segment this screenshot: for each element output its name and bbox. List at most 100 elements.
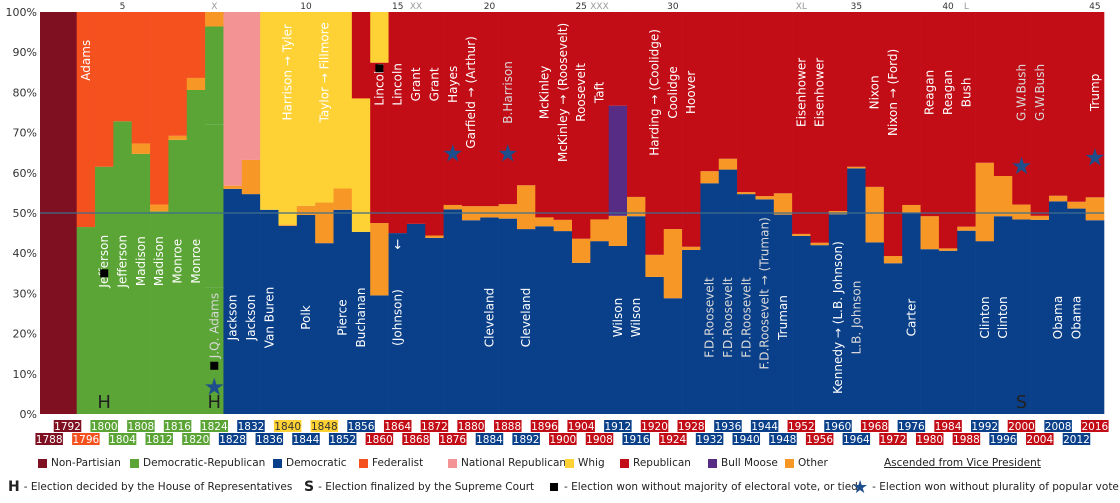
bar-segment xyxy=(572,12,591,239)
legend-swatch xyxy=(273,458,282,468)
top-index-label: 40 xyxy=(942,2,954,12)
bar-segment xyxy=(95,166,114,414)
year-box xyxy=(494,420,522,432)
year-box xyxy=(512,433,540,445)
bar-segment xyxy=(663,12,683,230)
president-label: Lincoln xyxy=(391,63,405,106)
year-box xyxy=(347,420,375,432)
bar-segment xyxy=(168,139,188,414)
president-label: J.Q. Adams xyxy=(207,293,221,359)
bar-segment xyxy=(773,214,793,414)
president-label: Obama xyxy=(1051,296,1065,339)
bar-segment xyxy=(718,12,738,159)
president-label: Washington xyxy=(0,0,35,3)
year-label: 1952 xyxy=(788,421,815,433)
top-index-label: L xyxy=(964,2,969,12)
year-box xyxy=(842,433,871,445)
year-label: 1808 xyxy=(128,421,155,433)
bar-segment xyxy=(150,204,169,212)
bar-segment xyxy=(938,12,958,249)
bar-segment xyxy=(847,166,866,169)
star-icon: ★ xyxy=(1084,144,1106,172)
bar-segment xyxy=(663,298,683,414)
year-label: 1964 xyxy=(843,434,870,446)
year-box xyxy=(805,433,834,445)
year-box xyxy=(35,433,63,445)
bar-segment xyxy=(847,12,866,167)
bar-segment xyxy=(333,188,353,210)
bar-segment xyxy=(957,12,976,227)
year-box xyxy=(237,420,265,432)
president-label: Truman xyxy=(776,295,790,341)
bar-segment xyxy=(333,12,353,189)
bar-segment xyxy=(535,12,554,218)
bars xyxy=(40,12,1105,415)
president-label: Trump xyxy=(1088,74,1102,112)
legend-swatch xyxy=(38,458,47,468)
bar-segment xyxy=(150,211,169,414)
bar-segment xyxy=(498,12,518,205)
ascended-note: Ascended from Vice President xyxy=(884,457,1041,469)
legend-item-f: Federalist xyxy=(359,455,423,471)
year-label: 2012 xyxy=(1063,434,1090,446)
year-label: 1984 xyxy=(935,421,962,433)
bar-segment xyxy=(773,193,793,215)
president-label: G.W.Bush xyxy=(1014,64,1028,121)
top-index-labels: 5 X 10 15 XX 20 25 XXX 30 XL 35 40 L 45 xyxy=(120,2,1101,12)
year-box xyxy=(365,433,394,445)
bar-segment xyxy=(241,194,261,414)
president-label: Wilson xyxy=(629,298,643,337)
bar-segment xyxy=(1067,208,1086,414)
year-box xyxy=(292,433,320,445)
year-box xyxy=(182,433,210,445)
bar-segment xyxy=(938,250,958,414)
year-label: 1844 xyxy=(293,434,320,446)
year-box xyxy=(1062,433,1091,445)
y-tick-label: 50% xyxy=(13,207,37,220)
bar-segment xyxy=(480,12,499,207)
bar-segment xyxy=(920,216,940,250)
y-tick-label: 60% xyxy=(13,167,37,180)
bar-segment xyxy=(205,26,224,72)
top-index-label: XXX xyxy=(590,2,609,12)
year-label: 1876 xyxy=(439,434,466,446)
president-label: Madison xyxy=(152,236,166,286)
year-label: 1820 xyxy=(183,434,210,446)
year-label: 1900 xyxy=(549,434,576,446)
year-label: 1884 xyxy=(476,434,503,446)
legend-label: Whig xyxy=(578,457,605,469)
bar-segment xyxy=(370,12,389,63)
bar-segment xyxy=(223,12,243,186)
president-label: Buchanan xyxy=(354,288,368,348)
supreme-legend: S - Election finalized by the Supreme Co… xyxy=(304,479,534,495)
bar-segment xyxy=(425,237,444,414)
year-label: 1804 xyxy=(109,434,136,446)
supreme-symbol: S xyxy=(304,479,315,495)
year-box xyxy=(677,420,705,432)
president-label: Eisenhower xyxy=(813,58,827,127)
bar-segment xyxy=(572,262,591,414)
bar-segment xyxy=(1012,204,1031,220)
top-index-label: 30 xyxy=(667,2,679,12)
year-box xyxy=(824,420,852,432)
year-box xyxy=(952,433,981,445)
year-box xyxy=(732,433,761,445)
bar-segment xyxy=(296,215,316,414)
bar-segment xyxy=(828,12,848,211)
legend-item-n: Non-Partisian xyxy=(38,455,121,471)
year-box xyxy=(897,420,926,432)
bar-segment xyxy=(260,209,279,414)
year-box xyxy=(1081,420,1109,432)
president-label: Nixon xyxy=(868,75,882,109)
legend-swatch xyxy=(359,458,368,468)
president-label: L.B. Johnson xyxy=(849,281,863,355)
bar-segment xyxy=(131,143,151,154)
bar-segment xyxy=(186,89,206,414)
year-label: 1948 xyxy=(770,434,797,446)
y-tick-label: 0% xyxy=(20,408,37,421)
bar-segment xyxy=(1030,215,1050,220)
bar-segment xyxy=(810,242,830,246)
majority-square-icon xyxy=(550,483,558,491)
majority-square-icon xyxy=(100,269,109,278)
year-box xyxy=(640,420,669,432)
